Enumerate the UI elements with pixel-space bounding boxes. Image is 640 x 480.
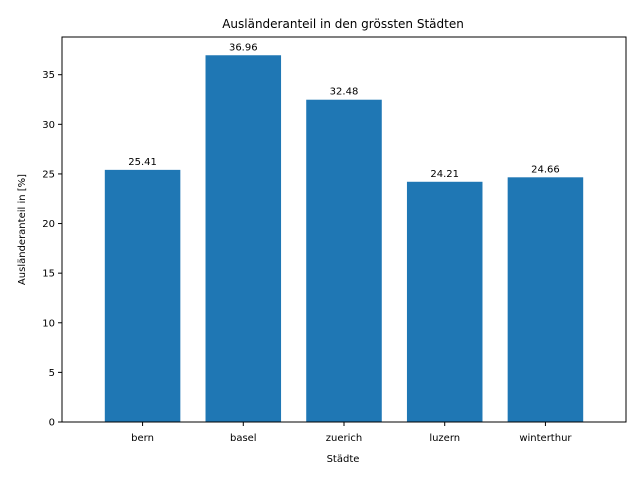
bar-basel [205, 55, 282, 423]
x-axis-label: Städte [327, 454, 360, 465]
x-tick-label-winterthur: winterthur [519, 433, 572, 444]
y-tick-label-0: 0 [49, 418, 55, 429]
y-tick-label-35: 35 [42, 70, 55, 81]
data-labels-group: 25.41 36.96 32.48 24.21 24.66 [128, 42, 559, 180]
x-tick-label-luzern: luzern [429, 433, 460, 444]
bar-bern [104, 169, 181, 422]
y-tick-label-25: 25 [42, 169, 55, 180]
plot-frame [61, 36, 627, 423]
bar-luzern [406, 181, 483, 422]
y-tick-label-20: 20 [42, 219, 55, 230]
y-axis-ticks: 0 5 10 15 20 25 30 35 [42, 70, 62, 429]
y-tick-label-10: 10 [42, 318, 55, 329]
y-tick-label-30: 30 [42, 120, 55, 131]
y-tick-label-15: 15 [42, 269, 55, 280]
y-tick-label-5: 5 [49, 368, 55, 379]
y-axis-label: Ausländeranteil in [%] [17, 174, 28, 285]
bars-group [104, 55, 584, 423]
data-label-luzern: 24.21 [430, 169, 459, 180]
chart-title: Ausländeranteil in den grössten Städten [222, 17, 464, 31]
x-tick-label-bern: bern [131, 433, 154, 444]
data-label-winterthur: 24.66 [531, 164, 560, 175]
x-tick-label-basel: basel [230, 433, 257, 444]
data-label-zuerich: 32.48 [330, 87, 359, 98]
x-tick-label-zuerich: zuerich [326, 433, 362, 444]
data-label-basel: 36.96 [229, 42, 258, 53]
bar-zuerich [306, 99, 382, 423]
bar-winterthur [507, 177, 584, 422]
x-axis-ticks: bern basel zuerich luzern winterthur [131, 422, 572, 444]
data-label-bern: 25.41 [128, 157, 157, 168]
